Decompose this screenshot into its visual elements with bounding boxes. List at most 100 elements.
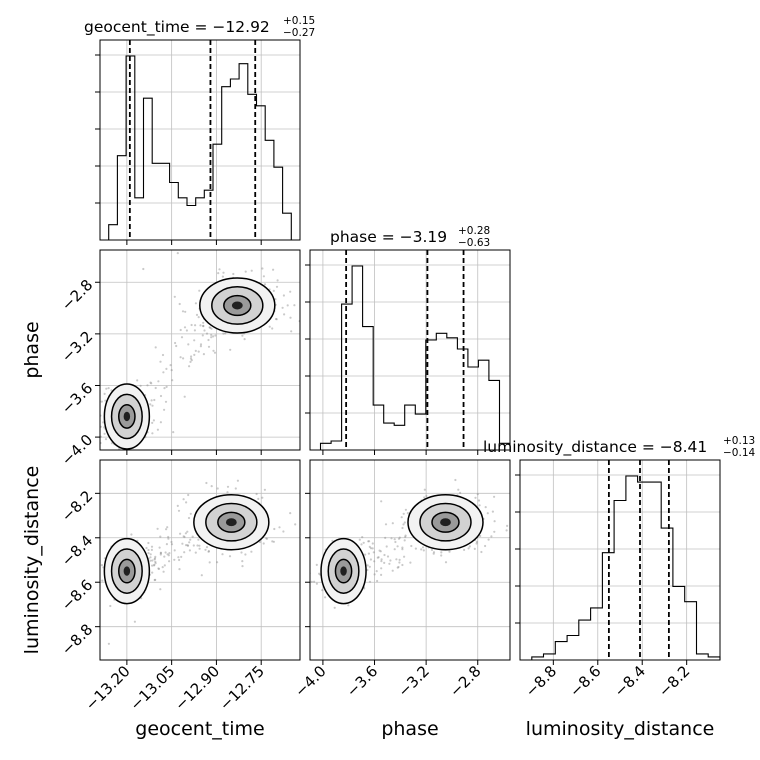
scatter-point [360, 543, 363, 546]
scatter-point [154, 346, 157, 349]
scatter-point [490, 535, 493, 538]
scatter-point [151, 559, 154, 562]
scatter-point [414, 547, 417, 550]
scatter-point [184, 532, 187, 535]
title-luminosity-distance: luminosity_distance = −8.41 [483, 438, 707, 457]
scatter-point [198, 544, 201, 547]
scatter-point [188, 549, 191, 552]
scatter-point [265, 537, 268, 540]
tick-label-y: −8.8 [58, 620, 96, 658]
contour-inner [334, 558, 353, 584]
scatter-point [185, 329, 188, 332]
scatter-point [149, 403, 152, 406]
scatter-point [150, 548, 153, 552]
scatter-point [479, 534, 482, 538]
scatter-point [149, 553, 152, 556]
scatter-point [209, 326, 212, 329]
scatter-point [136, 379, 139, 382]
density-peak [123, 411, 131, 422]
scatter-point [217, 272, 220, 275]
scatter-point [207, 338, 210, 342]
scatter-point [152, 419, 155, 422]
panel-frame [99, 249, 301, 451]
title-phase-sup: +0.28 [458, 225, 490, 237]
scatter-point [189, 360, 192, 363]
scatter-point [376, 579, 379, 583]
scatter-point [216, 487, 219, 490]
contour-middle [110, 393, 143, 440]
contour-outer [199, 277, 276, 334]
scatter-point [107, 387, 110, 390]
scatter-point [156, 428, 159, 431]
scatter-point [257, 497, 260, 500]
scatter-point [221, 553, 224, 556]
scatter-point [193, 329, 196, 332]
scatter-point [423, 496, 426, 499]
contour-middle [327, 548, 360, 594]
scatter-point [384, 536, 387, 540]
scatter-point [167, 554, 170, 557]
scatter-point [366, 568, 369, 572]
scatter-point [324, 596, 327, 599]
scatter-point [173, 295, 176, 298]
scatter-point [183, 551, 186, 554]
title-phase-sub: −0.63 [458, 237, 490, 249]
scatter-point [151, 432, 154, 435]
scatter-point [393, 548, 396, 551]
scatter-point [265, 537, 269, 540]
scatter-point [166, 553, 169, 556]
scatter-point [293, 304, 296, 307]
scatter-point [177, 556, 180, 559]
scatter-point [210, 485, 213, 488]
scatter-point [278, 526, 281, 529]
tick-label-x: −8.8 [522, 662, 560, 700]
scatter-point [180, 336, 184, 339]
scatter-point [189, 357, 193, 360]
scatter-point [184, 310, 187, 313]
scatter-point [480, 550, 483, 554]
scatter-point [186, 544, 189, 547]
scatter-point [173, 549, 176, 552]
scatter-point [205, 546, 209, 549]
scatter-point [198, 289, 201, 292]
scatter-point [368, 565, 371, 568]
scatter-point [130, 533, 133, 536]
scatter-point [232, 272, 235, 276]
scatter-point [398, 536, 401, 539]
scatter-point [193, 353, 196, 356]
panel-frame [309, 459, 511, 661]
tick-label-x: −2.8 [446, 662, 484, 700]
scatter-point [154, 386, 157, 390]
scatter-point [393, 538, 396, 541]
title-luminosity-distance-sup: +0.13 [723, 435, 755, 447]
scatter-point [199, 345, 202, 348]
scatter-point [261, 267, 264, 270]
density-peak [231, 301, 243, 310]
tick-label-x: −12.90 [171, 662, 223, 714]
scatter-point [154, 560, 157, 563]
scatter-point [347, 604, 350, 607]
panel-frame [519, 459, 721, 661]
scatter-point [147, 541, 150, 545]
scatter-point [199, 343, 203, 346]
scatter-point [178, 558, 181, 562]
scatter-point [207, 550, 210, 553]
scatter-point [383, 561, 386, 565]
panel-content [100, 479, 297, 645]
labels-layer: geocent_time = −12.92 +0.15 −0.27 phase … [21, 15, 755, 740]
scatter-point [188, 541, 191, 544]
scatter-point [422, 549, 425, 552]
scatter-point [161, 566, 164, 569]
panel-luminosity_distance-geocent_time [95, 459, 301, 665]
panel-frame [99, 459, 301, 661]
scatter-point [369, 558, 372, 561]
scatter-point [146, 384, 149, 387]
scatter-point [228, 555, 232, 558]
scatter-point [221, 275, 224, 278]
scatter-point [397, 565, 400, 569]
scatter-point [189, 512, 192, 515]
scatter-point [187, 343, 190, 346]
tick-label-x: −8.2 [655, 662, 693, 700]
scatter-point [404, 535, 407, 539]
panel-geocent_time-geocent_time [95, 39, 301, 245]
